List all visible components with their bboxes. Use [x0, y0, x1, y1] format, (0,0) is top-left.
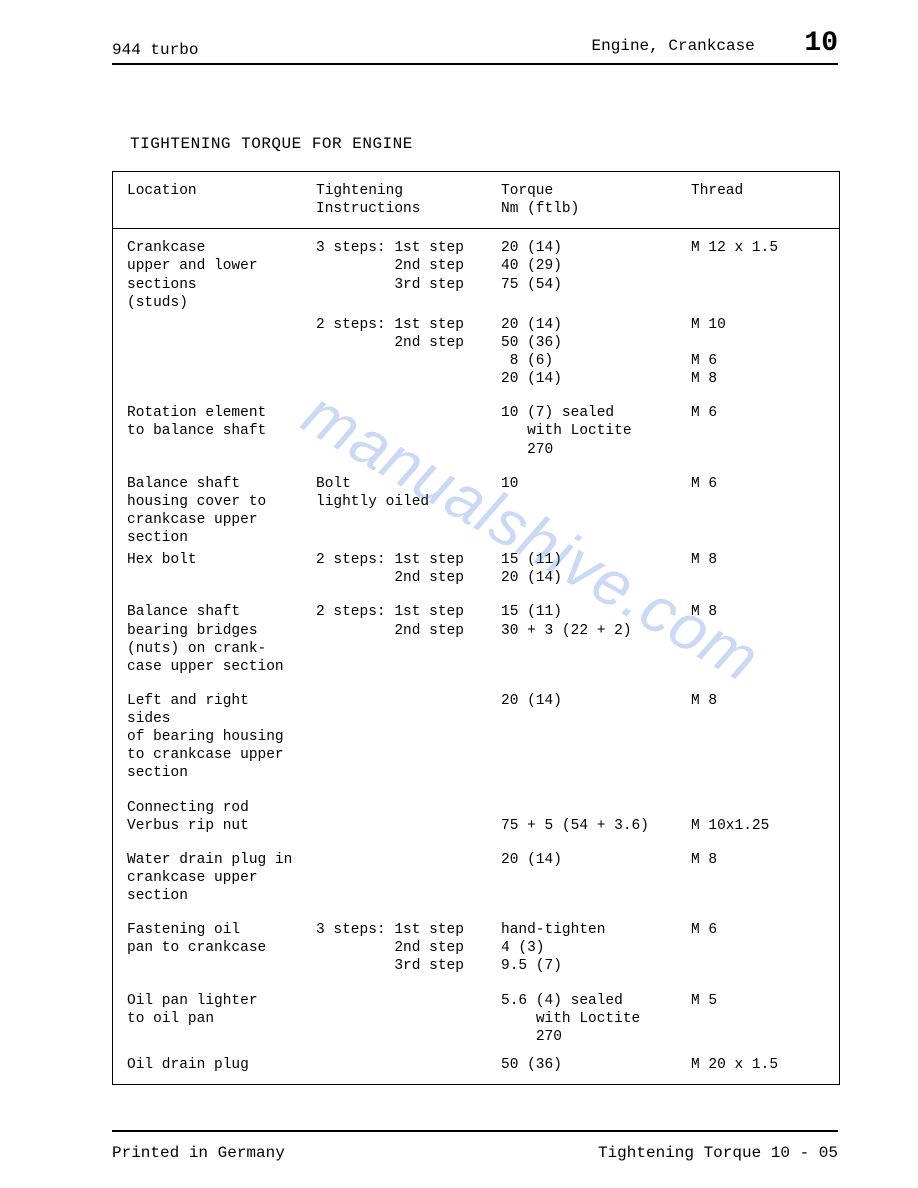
cell-c4: M 6 [683, 475, 813, 548]
col-header-thread: Thread [683, 182, 813, 218]
header-right-group: Engine, Crankcase 10 [592, 28, 838, 59]
cell-c4: M 8 [683, 692, 813, 783]
cell-c2: 2 steps: 1st step 2nd step [308, 603, 493, 676]
cell-c1: Left and right sides of bearing housing … [113, 692, 308, 783]
table-row: Oil drain plug 50 (36)M 20 x 1.5 [113, 1056, 839, 1074]
page-title: TIGHTENING TORQUE FOR ENGINE [130, 135, 838, 153]
cell-c2 [308, 1056, 493, 1074]
cell-c2: 3 steps: 1st step 2nd step 3rd step [308, 921, 493, 975]
cell-c1: Oil pan lighter to oil pan [113, 992, 308, 1046]
cell-c4: M 6 [683, 921, 813, 975]
page-number: 10 [804, 28, 838, 59]
table-row: 2 steps: 1st step 2nd step20 (14) 50 (36… [113, 316, 839, 389]
cell-c4: M 8 [683, 603, 813, 676]
cell-c4: M 6 [683, 404, 813, 458]
cell-c1: Hex bolt [113, 551, 308, 587]
cell-c3: hand-tighten 4 (3) 9.5 (7) [493, 921, 683, 975]
page-footer: Printed in Germany Tightening Torque 10 … [112, 1130, 838, 1162]
col-header-location: Location [113, 182, 308, 218]
table-row: Oil pan lighter to oil pan 5.6 (4) sealed… [113, 992, 839, 1046]
cell-c2 [308, 851, 493, 905]
cell-c2 [308, 692, 493, 783]
table-body: Crankcase upper and lower sections (stud… [113, 229, 839, 1084]
cell-c2: 2 steps: 1st step 2nd step [308, 316, 493, 389]
header-model: 944 turbo [112, 41, 198, 59]
cell-c4: M 8 [683, 851, 813, 905]
cell-c1: Balance shaft housing cover to crankcase… [113, 475, 308, 548]
cell-c3: 20 (14) 50 (36) 8 (6) 20 (14) [493, 316, 683, 389]
cell-c4: M 12 x 1.5 [683, 239, 813, 312]
cell-c3: 15 (11) 30 + 3 (22 + 2) [493, 603, 683, 676]
cell-c4: M 10 M 6 M 8 [683, 316, 813, 389]
table-row: Water drain plug in crankcase upper sect… [113, 851, 839, 905]
cell-c1: Crankcase upper and lower sections (stud… [113, 239, 308, 312]
cell-c3: 75 + 5 (54 + 3.6) [493, 799, 683, 835]
torque-table: Location Tightening Instructions Torque … [112, 171, 840, 1085]
cell-c1: Water drain plug in crankcase upper sect… [113, 851, 308, 905]
cell-c2 [308, 992, 493, 1046]
cell-c3: 20 (14) [493, 851, 683, 905]
cell-c1: Oil drain plug [113, 1056, 308, 1074]
footer-left: Printed in Germany [112, 1144, 285, 1162]
cell-c2: 2 steps: 1st step 2nd step [308, 551, 493, 587]
cell-c3: 20 (14) 40 (29) 75 (54) [493, 239, 683, 312]
cell-c3: 15 (11) 20 (14) [493, 551, 683, 587]
table-row: Connecting rod Verbus rip nut 75 + 5 (54… [113, 799, 839, 835]
col-header-instructions: Tightening Instructions [308, 182, 493, 218]
col-header-torque: Torque Nm (ftlb) [493, 182, 683, 218]
cell-c1: Fastening oil pan to crankcase [113, 921, 308, 975]
cell-c3: 10 [493, 475, 683, 548]
table-row: Hex bolt2 steps: 1st step 2nd step15 (11… [113, 551, 839, 587]
table-row: Crankcase upper and lower sections (stud… [113, 239, 839, 312]
cell-c4: M 10x1.25 [683, 799, 813, 835]
manual-page: 944 turbo Engine, Crankcase 10 TIGHTENIN… [0, 0, 918, 1188]
cell-c4: M 5 [683, 992, 813, 1046]
cell-c3: 5.6 (4) sealed with Loctite 270 [493, 992, 683, 1046]
cell-c4: M 8 [683, 551, 813, 587]
footer-right: Tightening Torque 10 - 05 [598, 1144, 838, 1162]
table-row: Left and right sides of bearing housing … [113, 692, 839, 783]
table-header-row: Location Tightening Instructions Torque … [113, 172, 839, 229]
cell-c2: 3 steps: 1st step 2nd step 3rd step [308, 239, 493, 312]
cell-c3: 20 (14) [493, 692, 683, 783]
cell-c1: Rotation element to balance shaft [113, 404, 308, 458]
table-row: Fastening oil pan to crankcase3 steps: 1… [113, 921, 839, 975]
table-row: Balance shaft housing cover to crankcase… [113, 475, 839, 548]
cell-c3: 50 (36) [493, 1056, 683, 1074]
table-row: Balance shaft bearing bridges (nuts) on … [113, 603, 839, 676]
cell-c4: M 20 x 1.5 [683, 1056, 813, 1074]
cell-c2 [308, 799, 493, 835]
table-row: Rotation element to balance shaft 10 (7) … [113, 404, 839, 458]
cell-c2 [308, 404, 493, 458]
cell-c1: Connecting rod Verbus rip nut [113, 799, 308, 835]
cell-c1 [113, 316, 308, 389]
cell-c3: 10 (7) sealed with Loctite 270 [493, 404, 683, 458]
cell-c2: Bolt lightly oiled [308, 475, 493, 548]
page-header: 944 turbo Engine, Crankcase 10 [112, 28, 838, 65]
cell-c1: Balance shaft bearing bridges (nuts) on … [113, 603, 308, 676]
header-section: Engine, Crankcase [592, 37, 755, 55]
